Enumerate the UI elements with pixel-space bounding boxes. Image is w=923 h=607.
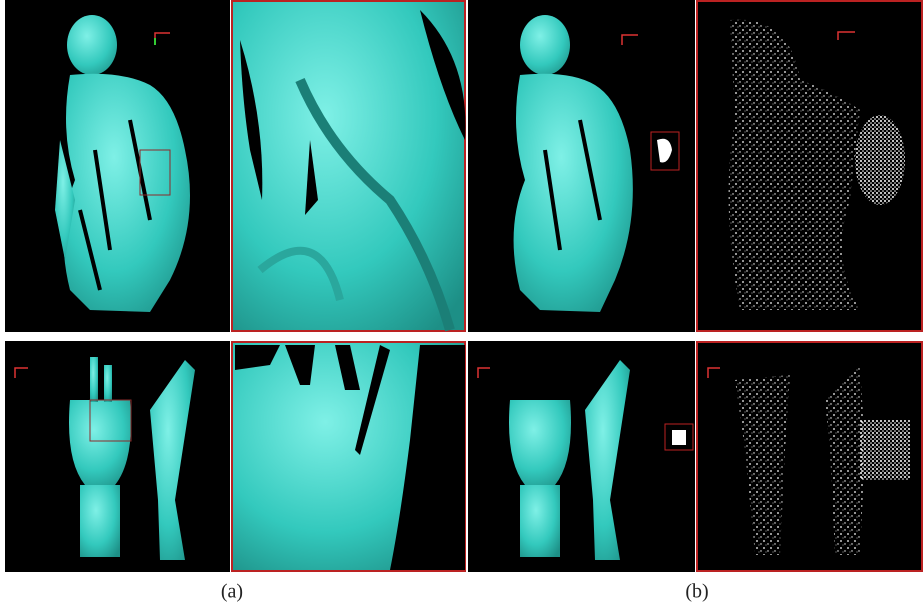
panel-statue-zoom (232, 1, 465, 331)
panel-statue-points (697, 1, 922, 331)
caption: (b) (685, 581, 708, 603)
page: (a) (b) (() => { const data = JSON.parse… (0, 0, 923, 607)
panel-statue (5, 0, 230, 332)
panel-statue-2 (468, 0, 695, 332)
caption: (a) (221, 581, 243, 603)
panel-hands-2 (468, 341, 695, 572)
panel-hands-zoom (232, 342, 465, 571)
panel-hands-points (697, 342, 922, 571)
panel-hands (5, 341, 230, 572)
figure: (a) (b) (0, 0, 923, 607)
